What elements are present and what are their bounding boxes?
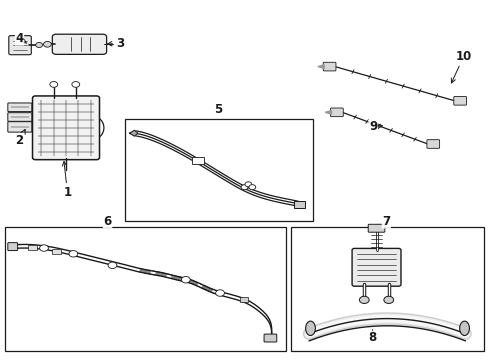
Circle shape xyxy=(383,296,393,303)
Circle shape xyxy=(248,185,255,190)
FancyBboxPatch shape xyxy=(264,334,276,342)
Circle shape xyxy=(69,251,78,257)
Text: 7: 7 xyxy=(382,215,389,228)
Polygon shape xyxy=(325,111,331,114)
Text: 4: 4 xyxy=(16,32,26,45)
Circle shape xyxy=(244,182,251,187)
Bar xyxy=(52,249,61,254)
Text: 6: 6 xyxy=(103,215,111,228)
FancyBboxPatch shape xyxy=(32,96,100,160)
Text: 10: 10 xyxy=(450,50,471,83)
FancyBboxPatch shape xyxy=(453,96,466,105)
Text: 5: 5 xyxy=(214,103,222,116)
Circle shape xyxy=(40,245,48,251)
Bar xyxy=(290,227,483,351)
FancyBboxPatch shape xyxy=(323,62,335,71)
Ellipse shape xyxy=(305,321,315,336)
Bar xyxy=(294,201,305,208)
Bar xyxy=(124,119,312,221)
FancyBboxPatch shape xyxy=(8,243,18,251)
Bar xyxy=(192,157,203,164)
FancyBboxPatch shape xyxy=(330,108,343,117)
Circle shape xyxy=(108,262,117,269)
Polygon shape xyxy=(317,65,324,68)
Circle shape xyxy=(50,81,58,87)
FancyBboxPatch shape xyxy=(8,103,32,112)
Bar xyxy=(28,245,37,250)
Bar xyxy=(239,297,248,302)
Ellipse shape xyxy=(459,321,468,336)
Bar xyxy=(5,227,285,351)
FancyBboxPatch shape xyxy=(351,248,400,286)
Text: 2: 2 xyxy=(16,130,25,147)
Text: 9: 9 xyxy=(368,120,382,133)
FancyBboxPatch shape xyxy=(52,34,106,54)
Text: 8: 8 xyxy=(368,330,376,344)
Circle shape xyxy=(215,290,224,296)
FancyBboxPatch shape xyxy=(8,113,32,121)
Circle shape xyxy=(241,185,247,190)
FancyBboxPatch shape xyxy=(8,122,32,132)
Circle shape xyxy=(359,296,368,303)
FancyBboxPatch shape xyxy=(367,224,384,232)
Circle shape xyxy=(43,41,51,47)
Text: 1: 1 xyxy=(62,162,71,199)
Circle shape xyxy=(181,276,190,283)
Polygon shape xyxy=(129,130,138,136)
Circle shape xyxy=(72,81,80,87)
Text: 3: 3 xyxy=(107,37,123,50)
Circle shape xyxy=(36,42,42,48)
FancyBboxPatch shape xyxy=(9,36,31,55)
FancyBboxPatch shape xyxy=(426,140,439,148)
